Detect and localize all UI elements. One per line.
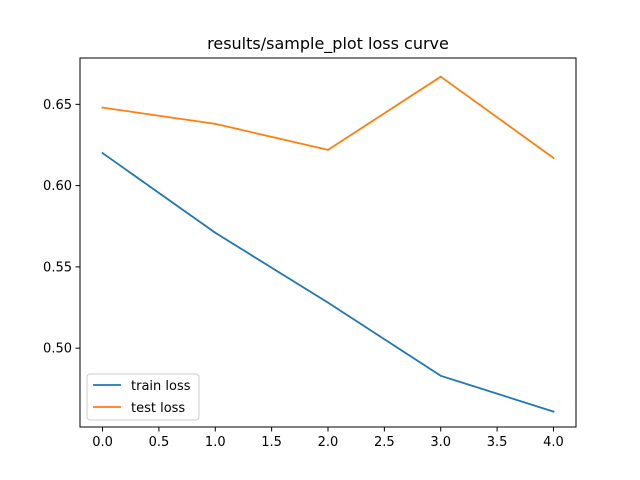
data-point-train-loss-3 [439, 374, 442, 377]
data-point-test-loss-2 [327, 148, 329, 151]
y-tick-label: 0.55 [43, 260, 72, 275]
legend: train loss test loss [86, 373, 200, 421]
legend-label-test-loss: test loss [131, 401, 185, 416]
y-tick-label: 0.60 [43, 179, 72, 194]
y-tick-label: 0.65 [43, 98, 72, 113]
x-tick-label: 4.0 [543, 435, 564, 450]
data-point-test-loss-4 [552, 157, 555, 159]
x-tick-label: 2.5 [374, 435, 395, 450]
x-tick-label: 3.5 [487, 435, 508, 450]
data-point-train-loss-1 [214, 231, 217, 234]
data-point-train-loss-2 [327, 301, 329, 304]
y-tick-label: 0.50 [43, 342, 72, 357]
data-point-test-loss-1 [214, 122, 217, 125]
x-tick-label: 3.0 [430, 435, 451, 450]
chart-title: results/sample_plot loss curve [207, 34, 449, 54]
x-tick-label: 0.5 [149, 435, 170, 450]
x-tick-label: 2.0 [318, 435, 339, 450]
legend-label-train-loss: train loss [131, 379, 191, 394]
x-tick-label: 0.0 [92, 435, 113, 450]
x-tick-label: 1.5 [261, 435, 282, 450]
x-tick-label: 1.0 [205, 435, 226, 450]
data-point-test-loss-0 [101, 106, 104, 109]
data-point-test-loss-3 [439, 75, 442, 78]
data-point-train-loss-0 [101, 152, 104, 154]
data-point-train-loss-4 [552, 410, 555, 413]
